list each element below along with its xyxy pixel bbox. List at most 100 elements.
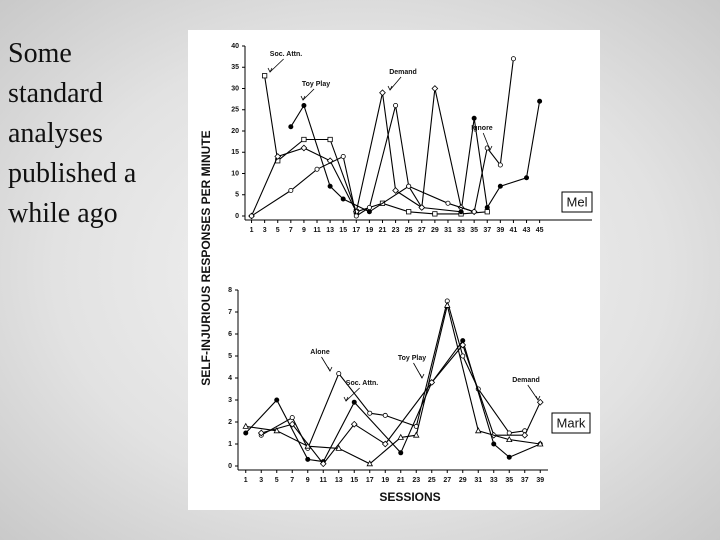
marker xyxy=(351,399,357,405)
annotation-arrowhead xyxy=(300,95,306,101)
marker xyxy=(428,379,436,386)
series-annotation: Toy Play xyxy=(302,81,330,88)
marker xyxy=(288,187,294,193)
marker xyxy=(459,341,467,349)
x-tick-label: 11 xyxy=(320,477,328,484)
x-tick-label: 41 xyxy=(510,227,518,234)
series-annotation: Alone xyxy=(310,349,330,356)
x-tick-label: 17 xyxy=(352,227,360,234)
marker xyxy=(484,209,490,215)
marker xyxy=(336,371,342,377)
x-tick-label: 33 xyxy=(490,477,498,484)
marker xyxy=(242,422,250,429)
x-tick-label: 13 xyxy=(335,477,343,484)
annotation-arrow xyxy=(269,58,284,73)
annotation-arrowhead xyxy=(387,85,393,91)
marker xyxy=(262,73,268,79)
marker xyxy=(243,430,249,436)
series-annotation: Ignore xyxy=(471,125,492,132)
marker xyxy=(304,442,312,449)
y-tick-label: 1 xyxy=(228,441,232,448)
y-tick-label: 3 xyxy=(228,397,232,404)
annotation-arrowhead xyxy=(535,395,541,401)
marker xyxy=(366,460,374,467)
annotation-arrow xyxy=(302,88,315,101)
slide-text: Some standard analyses published a while ago xyxy=(8,34,188,234)
x-tick-label: 1 xyxy=(250,227,254,234)
marker xyxy=(335,444,343,451)
y-tick-label: 7 xyxy=(228,309,232,316)
x-tick-label: 9 xyxy=(302,227,306,234)
marker xyxy=(257,429,265,437)
series-line xyxy=(261,298,525,450)
chart-label-box xyxy=(561,191,593,213)
series-annotation: Demand xyxy=(512,377,540,384)
x-tick-label: 9 xyxy=(306,477,310,484)
marker xyxy=(381,440,389,448)
y-tick-label: 2 xyxy=(228,419,232,426)
marker xyxy=(350,420,358,428)
marker xyxy=(301,103,307,109)
annotation-arrow xyxy=(527,384,539,401)
x-tick-label: 31 xyxy=(444,227,452,234)
x-tick-label: 29 xyxy=(431,227,439,234)
marker xyxy=(474,427,482,434)
x-tick-label: 31 xyxy=(474,477,482,484)
marker xyxy=(505,435,513,442)
x-tick-label: 35 xyxy=(505,477,513,484)
marker xyxy=(340,153,346,159)
marker xyxy=(273,427,281,434)
x-tick-label: 37 xyxy=(483,227,491,234)
marker xyxy=(412,431,420,438)
marker xyxy=(367,410,373,416)
marker xyxy=(497,183,503,189)
marker xyxy=(366,209,372,215)
marker xyxy=(491,441,497,447)
marker xyxy=(471,115,477,121)
marker xyxy=(397,433,405,440)
x-tick-label: 19 xyxy=(365,227,373,234)
y-tick-label: 5 xyxy=(235,192,239,199)
slide-text-line: while ago xyxy=(8,198,118,229)
marker xyxy=(366,204,372,210)
marker xyxy=(506,454,512,460)
annotation-arrowhead xyxy=(267,67,273,73)
annotation-arrowhead xyxy=(419,373,425,379)
x-tick-label: 43 xyxy=(523,227,531,234)
chart-label: Mel xyxy=(567,194,588,209)
marker xyxy=(406,183,412,189)
marker xyxy=(506,430,512,436)
x-tick-label: 19 xyxy=(381,477,389,484)
series-annotation: Toy Play xyxy=(398,355,426,362)
marker xyxy=(289,415,295,421)
marker xyxy=(521,431,529,439)
x-tick-label: 7 xyxy=(289,227,293,234)
x-tick-label: 37 xyxy=(521,477,529,484)
slide-text-line: published a xyxy=(8,158,137,189)
marker xyxy=(353,213,359,219)
marker xyxy=(305,456,311,462)
marker xyxy=(393,103,399,109)
x-tick-label: 23 xyxy=(412,477,420,484)
x-tick-label: 25 xyxy=(428,477,436,484)
y-tick-label: 35 xyxy=(231,64,239,71)
marker xyxy=(432,211,438,217)
x-axis-label: SESSIONS xyxy=(379,490,440,504)
slide-text-line: Some xyxy=(8,38,72,69)
marker xyxy=(379,89,386,97)
marker xyxy=(301,136,307,143)
marker xyxy=(300,144,308,152)
chart-label: Mark xyxy=(557,415,586,430)
marker xyxy=(327,136,333,143)
annotation-arrowhead xyxy=(487,145,493,151)
marker xyxy=(536,440,544,447)
marker xyxy=(406,209,412,215)
x-tick-label: 25 xyxy=(405,227,413,234)
marker xyxy=(510,56,516,62)
x-tick-label: 3 xyxy=(259,477,263,484)
slide-text-line: analyses xyxy=(8,118,103,149)
x-tick-label: 5 xyxy=(276,227,280,234)
marker xyxy=(445,200,451,206)
marker xyxy=(288,124,294,130)
marker xyxy=(471,209,477,215)
